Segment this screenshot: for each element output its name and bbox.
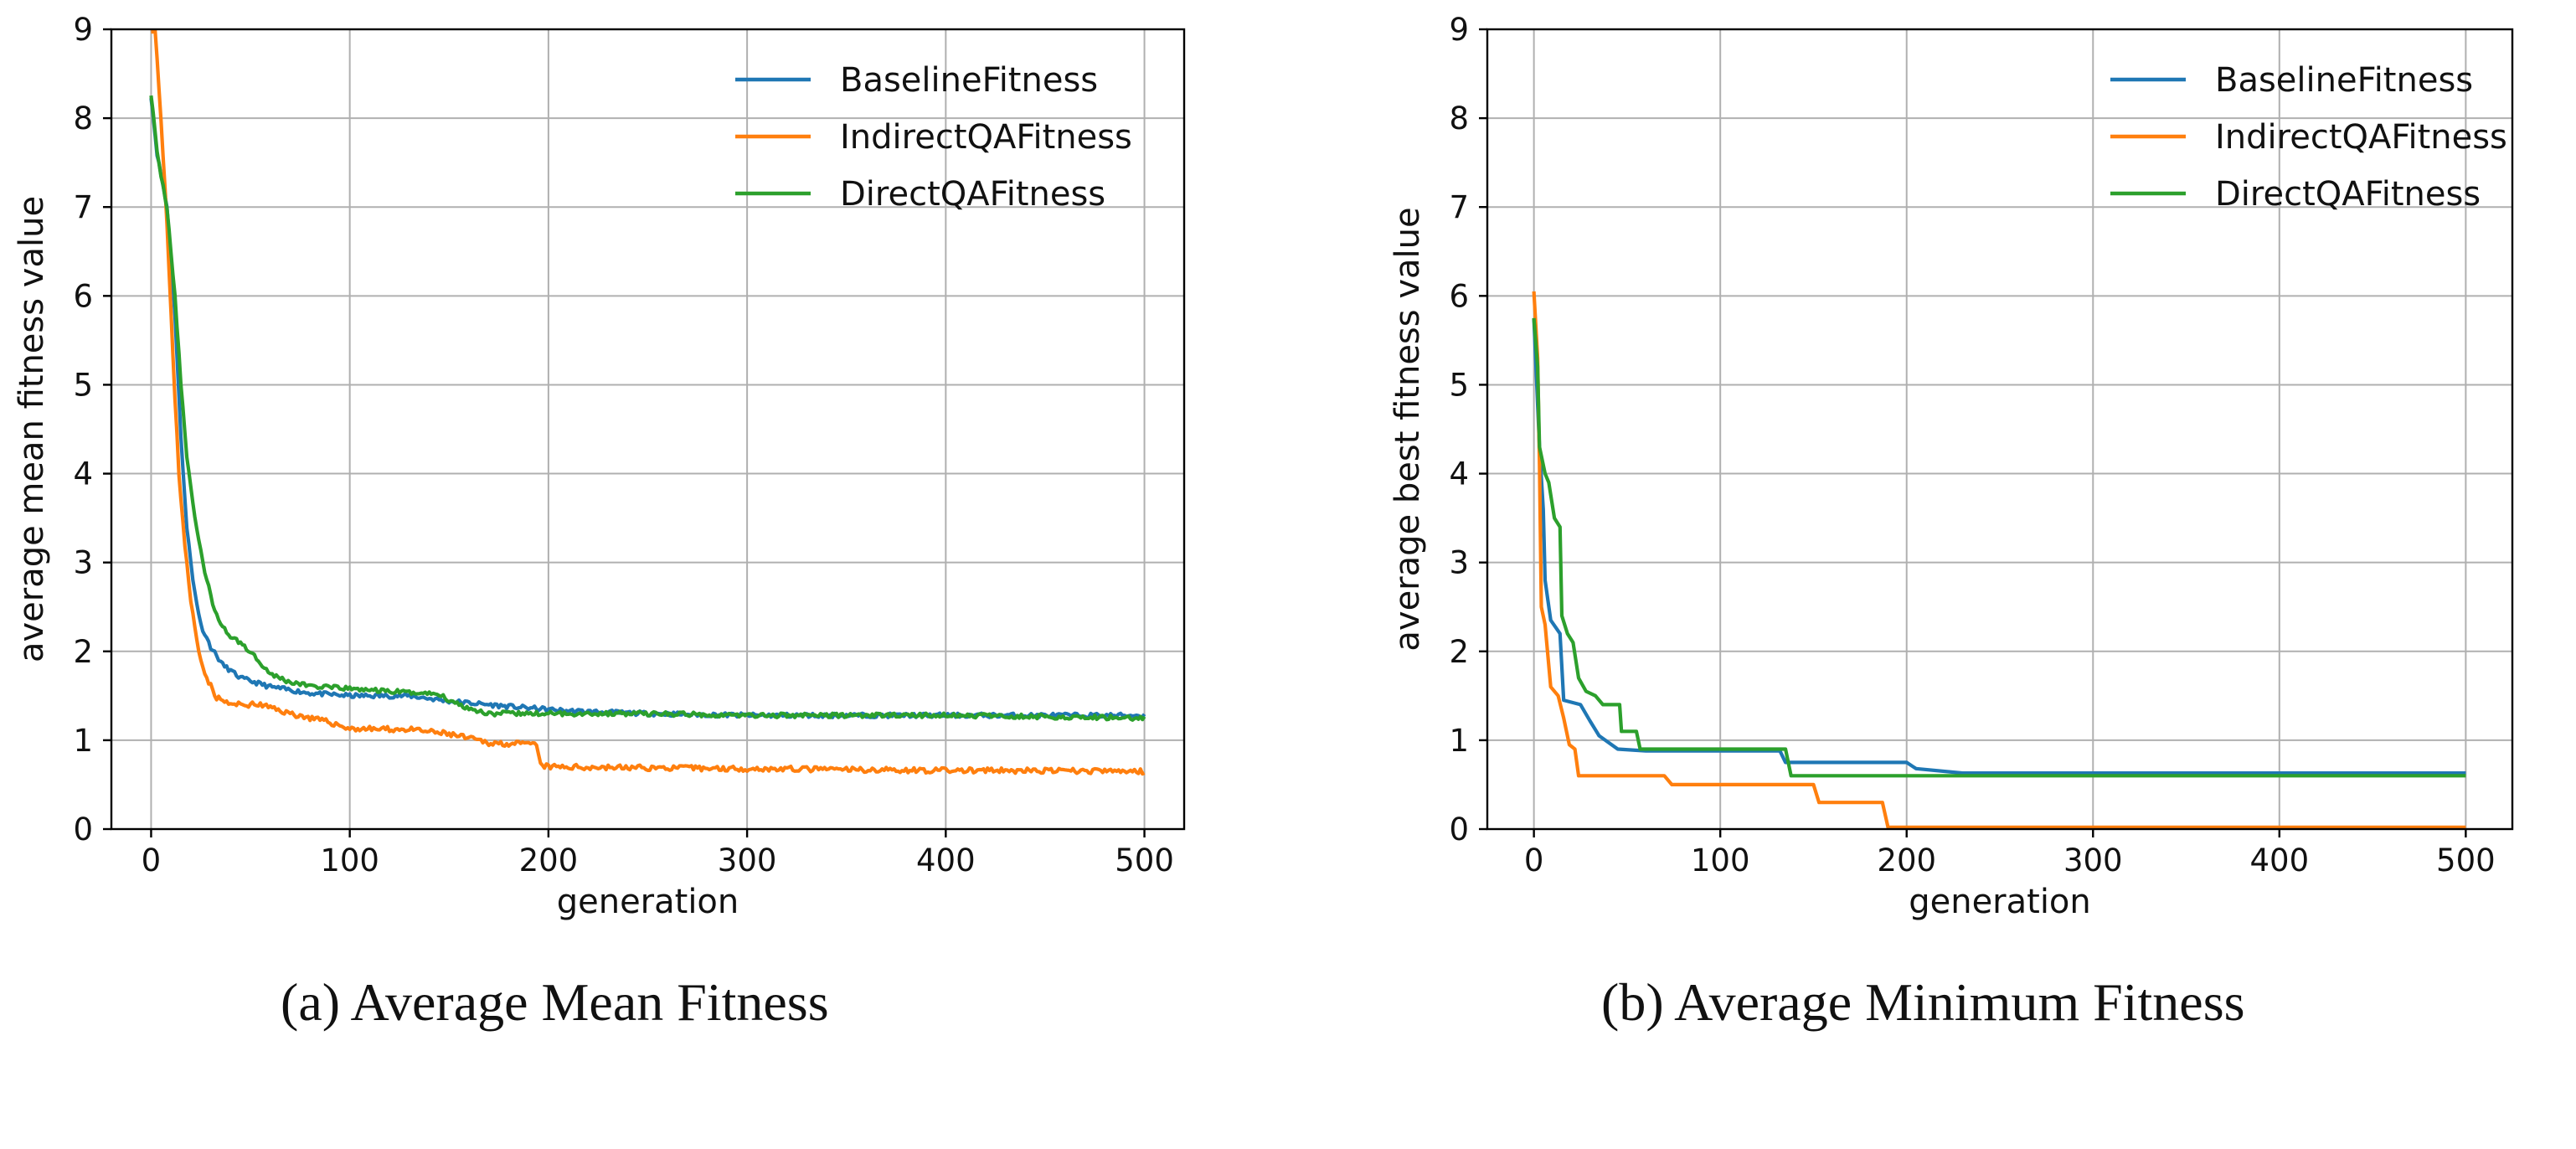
x-tick-label: 400 [2250, 842, 2310, 878]
x-tick-label: 0 [142, 842, 162, 878]
legend-label: DirectQAFitness [840, 175, 1105, 214]
x-axis-label: generation [1909, 883, 2091, 921]
y-tick-label: 8 [1449, 100, 1469, 137]
chart-average-minimum-fitness: 0 100 200 300 400 500 0 1 2 3 4 5 6 7 8 9 generation aver… [1388, 12, 2514, 921]
y-tick-label: 3 [73, 545, 93, 581]
y-axis-label: average mean fitness value [13, 196, 51, 662]
y-tick-label: 2 [73, 634, 93, 670]
x-tick-label: 200 [1877, 842, 1936, 878]
y-tick-label: 6 [73, 278, 93, 314]
y-tick-label: 4 [1449, 456, 1469, 492]
y-tick-label: 9 [1449, 12, 1469, 48]
axes-frame [1486, 28, 2514, 831]
axes-frame [110, 28, 1186, 831]
x-tick-label: 100 [1691, 842, 1750, 878]
y-tick-label: 1 [1449, 723, 1469, 759]
series-line-DirectQAFitness [1532, 317, 2466, 778]
x-tick-label: 500 [1115, 842, 1174, 878]
x-tick-label: 100 [320, 842, 379, 878]
y-tick-label: 5 [73, 367, 93, 403]
series-line-DirectQAFitness [149, 95, 1146, 722]
series-line-IndirectQAFitness [1532, 291, 2466, 829]
x-tick-label: 500 [2436, 842, 2496, 878]
y-tick-label: 8 [73, 100, 93, 137]
y-tick-label: 9 [73, 12, 93, 48]
y-tick-label: 3 [1449, 545, 1469, 581]
series-line-BaselineFitness [1532, 317, 2466, 775]
x-tick-label: 0 [1524, 842, 1544, 878]
x-tick-label: 200 [519, 842, 579, 878]
chart-average-mean-fitness: 0 100 200 300 400 500 0 1 2 3 4 5 6 7 8 9 generation aver… [13, 12, 1186, 921]
y-tick-label: 1 [73, 723, 93, 759]
caption-average-mean-fitness: (a) Average Mean Fitness [281, 972, 829, 1032]
y-axis-label: average best fitness value [1388, 207, 1427, 651]
legend-label: BaselineFitness [840, 61, 1098, 100]
legend-label: IndirectQAFitness [840, 118, 1132, 157]
y-tick-label: 2 [1449, 634, 1469, 670]
legend-label: BaselineFitness [2215, 61, 2473, 100]
y-tick-label: 6 [1449, 278, 1469, 314]
y-tick-label: 7 [73, 189, 93, 225]
x-tick-label: 400 [916, 842, 976, 878]
legend: BaselineFitness IndirectQAFitness DirectQA… [735, 61, 1132, 214]
legend-label: DirectQAFitness [2215, 175, 2481, 214]
caption-average-minimum-fitness: (b) Average Minimum Fitness [1601, 972, 2245, 1032]
y-tick-label: 5 [1449, 367, 1469, 403]
legend-label: IndirectQAFitness [2215, 118, 2507, 157]
x-tick-label: 300 [718, 842, 777, 878]
x-axis-label: generation [557, 883, 739, 921]
x-tick-label: 300 [2063, 842, 2123, 878]
legend: BaselineFitness IndirectQAFitness DirectQA… [2110, 61, 2507, 214]
series-line-IndirectQAFitness [151, 29, 1146, 776]
y-tick-label: 7 [1449, 189, 1469, 225]
y-tick-label: 0 [1449, 812, 1469, 848]
y-tick-label: 0 [73, 812, 93, 848]
y-tick-label: 4 [73, 456, 93, 492]
